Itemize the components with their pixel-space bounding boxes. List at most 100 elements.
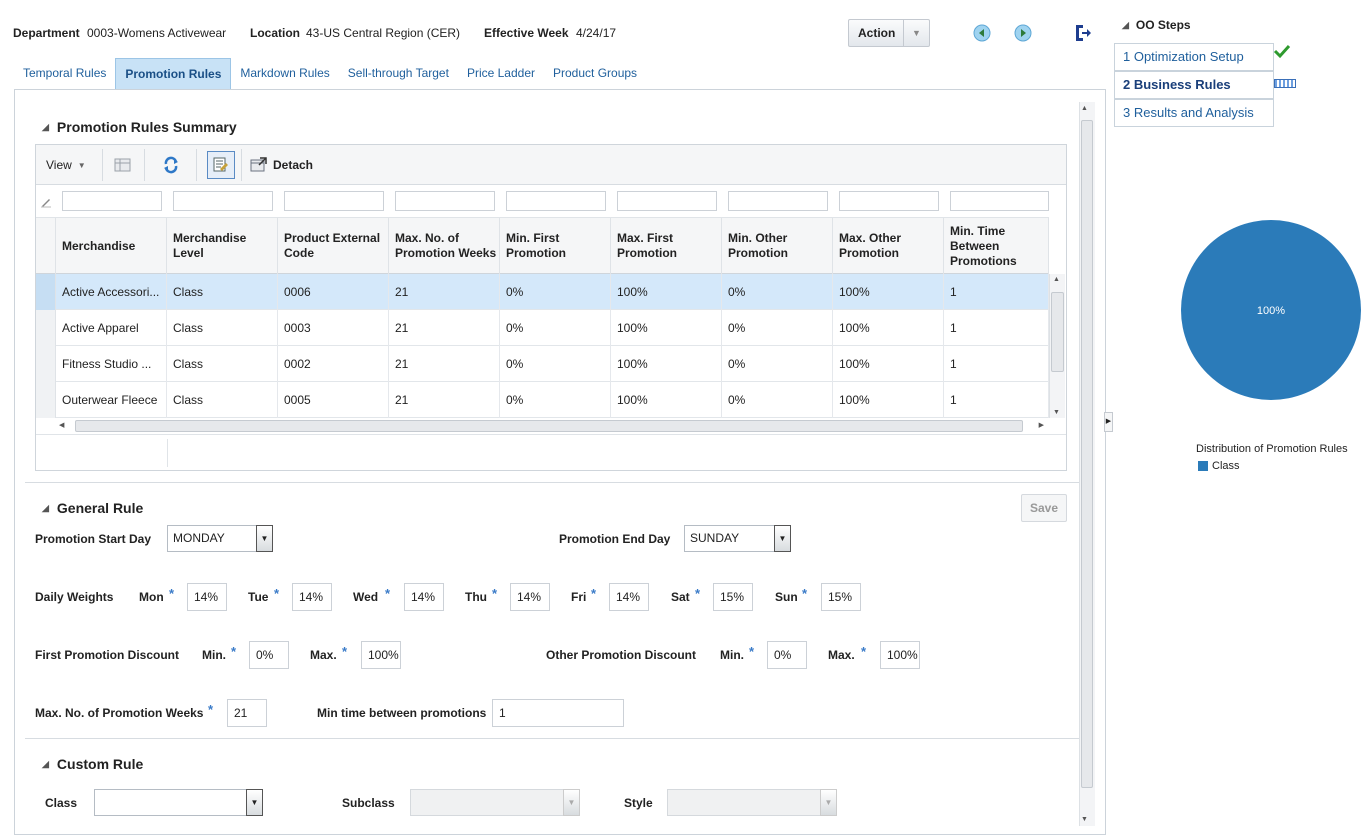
table-row[interactable]: Fitness Studio ... Class 0002 21 0% 100% 0% 100… bbox=[36, 346, 1049, 382]
style-select[interactable]: ▼ bbox=[667, 789, 837, 816]
column-header[interactable]: Max. First Promotion bbox=[611, 218, 722, 274]
exit-icon[interactable] bbox=[1073, 23, 1091, 43]
column-header[interactable]: Min. Other Promotion bbox=[722, 218, 833, 274]
table-row[interactable]: Active Apparel Class 0003 21 0% 100% 0% 100% 1 bbox=[36, 310, 1049, 346]
cell-merchandise[interactable]: Fitness Studio ... bbox=[56, 346, 167, 382]
scroll-down-icon[interactable]: ▼ bbox=[1053, 409, 1060, 416]
cell-min-time[interactable]: 1 bbox=[944, 346, 1049, 382]
dropdown-arrow-icon[interactable]: ▼ bbox=[246, 789, 263, 816]
other-min-input[interactable]: 0% bbox=[767, 641, 807, 669]
cell-max-weeks[interactable]: 21 bbox=[389, 346, 500, 382]
cell-product-code[interactable]: 0006 bbox=[278, 274, 389, 310]
promotion-end-day-select[interactable]: SUNDAY ▼ bbox=[684, 525, 791, 552]
cell-max-other[interactable]: 100% bbox=[833, 382, 944, 418]
refresh-icon[interactable] bbox=[162, 145, 180, 185]
column-header[interactable]: Product External Code bbox=[278, 218, 389, 274]
oo-steps-header[interactable]: ◢ OO Steps bbox=[1122, 18, 1191, 32]
cell-max-weeks[interactable]: 21 bbox=[389, 274, 500, 310]
detach-button[interactable]: Detach bbox=[250, 145, 313, 185]
cell-merchandise[interactable]: Outerwear Fleece bbox=[56, 382, 167, 418]
cell-max-first[interactable]: 100% bbox=[611, 310, 722, 346]
previous-arrow-icon[interactable] bbox=[973, 24, 991, 42]
tab-price-ladder[interactable]: Price Ladder bbox=[466, 66, 535, 80]
cell-min-time[interactable]: 1 bbox=[944, 310, 1049, 346]
dropdown-arrow-icon[interactable]: ▼ bbox=[820, 789, 837, 816]
weight-input-tue[interactable]: 14% bbox=[292, 583, 332, 611]
cell-merchandise[interactable]: Active Apparel bbox=[56, 310, 167, 346]
filter-input-min-first[interactable] bbox=[506, 191, 606, 211]
filter-input-max-weeks[interactable] bbox=[395, 191, 495, 211]
step-business-rules[interactable]: 2 Business Rules bbox=[1114, 71, 1274, 99]
cell-merchandise-level[interactable]: Class bbox=[167, 274, 278, 310]
weight-input-fri[interactable]: 14% bbox=[609, 583, 649, 611]
freeze-icon[interactable] bbox=[114, 145, 132, 185]
cell-product-code[interactable]: 0003 bbox=[278, 310, 389, 346]
splitter-expand-icon[interactable]: ▶ bbox=[1104, 412, 1113, 432]
edit-row-icon[interactable] bbox=[207, 151, 235, 179]
max-promotion-weeks-input[interactable]: 21 bbox=[227, 699, 267, 727]
filter-input-max-first[interactable] bbox=[617, 191, 717, 211]
filter-input-max-other[interactable] bbox=[839, 191, 939, 211]
scroll-right-icon[interactable]: ▶ bbox=[1038, 422, 1044, 429]
cell-min-first[interactable]: 0% bbox=[500, 274, 611, 310]
weight-input-wed[interactable]: 14% bbox=[404, 583, 444, 611]
class-select[interactable]: ▼ bbox=[94, 789, 263, 816]
filter-input-min-time[interactable] bbox=[950, 191, 1049, 211]
filter-input-min-other[interactable] bbox=[728, 191, 828, 211]
dropdown-arrow-icon[interactable]: ▼ bbox=[256, 525, 273, 552]
horizontal-scroll-thumb[interactable] bbox=[75, 420, 1023, 432]
cell-max-first[interactable]: 100% bbox=[611, 274, 722, 310]
step-optimization-setup[interactable]: 1 Optimization Setup bbox=[1114, 43, 1274, 71]
dropdown-arrow-icon[interactable]: ▼ bbox=[563, 789, 580, 816]
cell-max-first[interactable]: 100% bbox=[611, 382, 722, 418]
weight-input-mon[interactable]: 14% bbox=[187, 583, 227, 611]
scroll-left-icon[interactable]: ◀ bbox=[59, 422, 65, 429]
next-arrow-icon[interactable] bbox=[1014, 24, 1032, 42]
tab-product-groups[interactable]: Product Groups bbox=[553, 66, 638, 80]
page-scroll-thumb[interactable] bbox=[1081, 120, 1093, 788]
cell-merchandise[interactable]: Active Accessori... bbox=[56, 274, 167, 310]
cell-min-first[interactable]: 0% bbox=[500, 346, 611, 382]
first-max-input[interactable]: 100% bbox=[361, 641, 401, 669]
first-min-input[interactable]: 0% bbox=[249, 641, 289, 669]
column-header[interactable]: Min. Time Between Promotions bbox=[944, 218, 1049, 274]
pie-slice-class[interactable] bbox=[1181, 220, 1361, 400]
cell-product-code[interactable]: 0002 bbox=[278, 346, 389, 382]
row-header[interactable] bbox=[36, 382, 56, 418]
cell-min-time[interactable]: 1 bbox=[944, 274, 1049, 310]
cell-max-weeks[interactable]: 21 bbox=[389, 310, 500, 346]
table-vertical-scrollbar[interactable]: ▲ ▼ bbox=[1049, 274, 1065, 418]
table-horizontal-scrollbar[interactable]: ◀ ▶ bbox=[59, 418, 1048, 434]
filter-input-product-code[interactable] bbox=[284, 191, 384, 211]
cell-max-other[interactable]: 100% bbox=[833, 310, 944, 346]
summary-header[interactable]: ◢ Promotion Rules Summary bbox=[42, 119, 237, 135]
cell-merchandise-level[interactable]: Class bbox=[167, 382, 278, 418]
step-results-analysis[interactable]: 3 Results and Analysis bbox=[1114, 99, 1274, 127]
promotion-start-day-select[interactable]: MONDAY ▼ bbox=[167, 525, 273, 552]
column-header[interactable]: Max. No. of Promotion Weeks bbox=[389, 218, 500, 274]
row-header[interactable] bbox=[36, 310, 56, 346]
cell-product-code[interactable]: 0005 bbox=[278, 382, 389, 418]
dropdown-arrow-icon[interactable]: ▼ bbox=[774, 525, 791, 552]
cell-min-time[interactable]: 1 bbox=[944, 382, 1049, 418]
cell-max-other[interactable]: 100% bbox=[833, 274, 944, 310]
save-button[interactable]: Save bbox=[1021, 494, 1067, 522]
column-header[interactable]: Max. Other Promotion bbox=[833, 218, 944, 274]
action-menu-button[interactable]: Action ▼ bbox=[848, 19, 930, 47]
cell-min-other[interactable]: 0% bbox=[722, 382, 833, 418]
other-max-input[interactable]: 100% bbox=[880, 641, 920, 669]
cell-min-first[interactable]: 0% bbox=[500, 310, 611, 346]
cell-merchandise-level[interactable]: Class bbox=[167, 346, 278, 382]
filter-input-merchandise-level[interactable] bbox=[173, 191, 273, 211]
weight-input-thu[interactable]: 14% bbox=[510, 583, 550, 611]
subclass-select[interactable]: ▼ bbox=[410, 789, 580, 816]
column-header[interactable]: Merchandise bbox=[56, 218, 167, 274]
column-header[interactable]: Min. First Promotion bbox=[500, 218, 611, 274]
cell-merchandise-level[interactable]: Class bbox=[167, 310, 278, 346]
min-time-between-input[interactable]: 1 bbox=[492, 699, 624, 727]
cell-min-other[interactable]: 0% bbox=[722, 346, 833, 382]
tab-temporal-rules[interactable]: Temporal Rules bbox=[23, 66, 107, 80]
weight-input-sat[interactable]: 15% bbox=[713, 583, 753, 611]
scroll-up-icon[interactable]: ▲ bbox=[1053, 276, 1060, 283]
table-row[interactable]: Active Accessori... Class 0006 21 0% 100% 0% 10… bbox=[36, 274, 1049, 310]
